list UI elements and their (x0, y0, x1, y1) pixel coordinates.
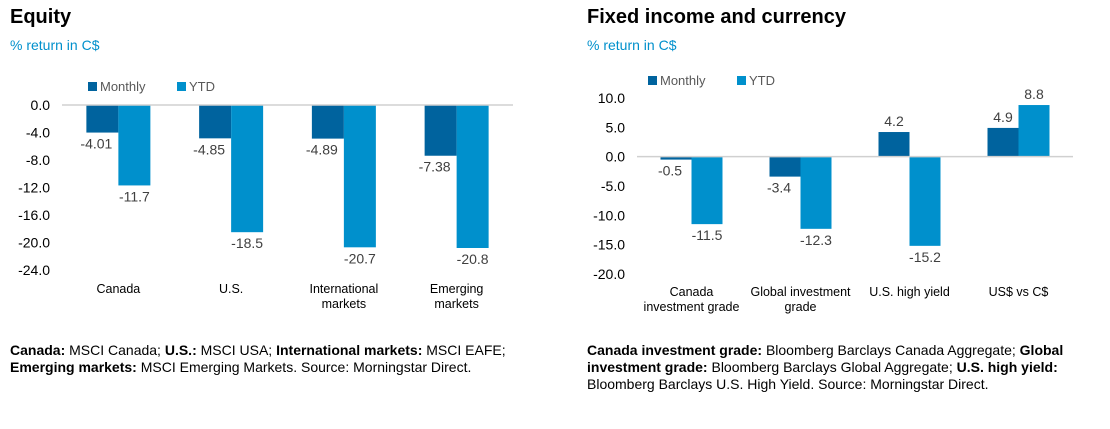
y-tick-label: 0.0 (606, 149, 626, 165)
bar-ytd (456, 105, 489, 248)
data-label: -15.2 (909, 249, 941, 265)
category-label: Emerging (430, 282, 484, 296)
note-text: Bloomberg Barclays U.S. High Yield. Sour… (587, 376, 989, 392)
equity-subtitle: % return in C$ (10, 37, 100, 53)
note-term: Canada investment grade: (587, 342, 763, 358)
legend-swatch-monthly (88, 82, 97, 91)
y-tick-label: -5.0 (601, 178, 625, 194)
y-tick-label: -16.0 (18, 207, 50, 223)
category-label: U.S. (219, 282, 243, 296)
legend-label: YTD (189, 79, 215, 94)
fixed-income-subtitle: % return in C$ (587, 37, 677, 53)
y-tick-label: -24.0 (18, 262, 50, 278)
legend-label: Monthly (660, 73, 706, 88)
category-label: Global investment (750, 285, 851, 299)
category-label: grade (785, 300, 817, 314)
fixed-income-source-note: Canada investment grade: Bloomberg Barcl… (587, 342, 1087, 393)
data-label: -20.7 (344, 250, 376, 266)
bar-monthly (660, 156, 692, 160)
note-text: Bloomberg Barclays Canada Aggregate; (762, 342, 1020, 358)
note-text: MSCI Emerging Markets. Source: Morningst… (136, 359, 472, 375)
bar-monthly (86, 105, 119, 133)
data-label: -3.4 (767, 180, 791, 196)
data-label: -11.7 (119, 188, 150, 204)
bar-ytd (343, 105, 376, 248)
legend-label: YTD (749, 73, 775, 88)
note-term: Canada: (10, 342, 66, 358)
note-text: Bloomberg Barclays Global Aggregate; (707, 359, 957, 375)
note-text: MSCI Canada; (65, 342, 165, 358)
legend-swatch-ytd (737, 76, 746, 85)
bar-monthly (424, 105, 457, 156)
data-label: -0.5 (658, 163, 682, 179)
data-label: -11.5 (692, 227, 723, 243)
y-tick-label: 0.0 (31, 97, 51, 113)
note-term: Emerging markets: (10, 359, 137, 375)
bar-monthly (878, 132, 910, 157)
data-label: 4.9 (993, 109, 1013, 125)
data-label: -12.3 (800, 232, 832, 248)
note-text: MSCI USA; (196, 342, 277, 358)
bar-monthly (199, 105, 232, 139)
y-tick-label: -10.0 (593, 207, 625, 223)
data-label: -18.5 (231, 235, 263, 251)
category-label: International (309, 282, 378, 296)
category-label: US$ vs C$ (989, 285, 1049, 299)
category-label: Canada (96, 282, 140, 296)
y-tick-label: -20.0 (593, 266, 625, 282)
equity-source-note: Canada: MSCI Canada; U.S.: MSCI USA; Int… (10, 342, 510, 376)
bar-ytd (909, 156, 941, 246)
data-label: -20.8 (457, 251, 489, 267)
bar-ytd (231, 105, 264, 233)
data-label: 4.2 (884, 113, 904, 129)
y-tick-label: -20.0 (18, 235, 50, 251)
note-term: International markets: (276, 342, 423, 358)
equity-title: Equity (10, 6, 72, 28)
bar-monthly (987, 127, 1019, 157)
category-label: investment grade (644, 300, 740, 314)
bar-monthly (311, 105, 344, 139)
note-text: MSCI EAFE; (422, 342, 506, 358)
bar-ytd (1018, 105, 1050, 157)
y-tick-label: -15.0 (593, 237, 625, 253)
category-label: U.S. high yield (869, 285, 950, 299)
data-label: -4.89 (306, 142, 338, 158)
note-term: Global investment grade: (587, 342, 1064, 375)
bar-ytd (691, 156, 723, 225)
category-label: Canada (670, 285, 714, 299)
y-tick-label: -8.0 (26, 152, 50, 168)
legend-swatch-monthly (648, 76, 657, 85)
y-tick-label: -12.0 (18, 180, 50, 196)
note-term: U.S.: (164, 342, 197, 358)
bar-ytd (800, 156, 832, 229)
data-label: -7.38 (419, 159, 451, 175)
legend-label: Monthly (100, 79, 146, 94)
data-label: -4.85 (193, 141, 225, 157)
y-tick-label: 10.0 (598, 90, 625, 106)
note-term: U.S. high yield: (956, 359, 1058, 375)
bar-ytd (118, 105, 151, 186)
legend-swatch-ytd (177, 82, 186, 91)
y-tick-label: -4.0 (26, 125, 50, 141)
category-label: markets (434, 297, 478, 311)
bar-monthly (769, 156, 801, 177)
fixed-income-title: Fixed income and currency (587, 6, 846, 28)
data-label: 8.8 (1024, 86, 1044, 102)
data-label: -4.01 (80, 136, 112, 152)
y-tick-label: 5.0 (606, 119, 626, 135)
category-label: markets (322, 297, 366, 311)
